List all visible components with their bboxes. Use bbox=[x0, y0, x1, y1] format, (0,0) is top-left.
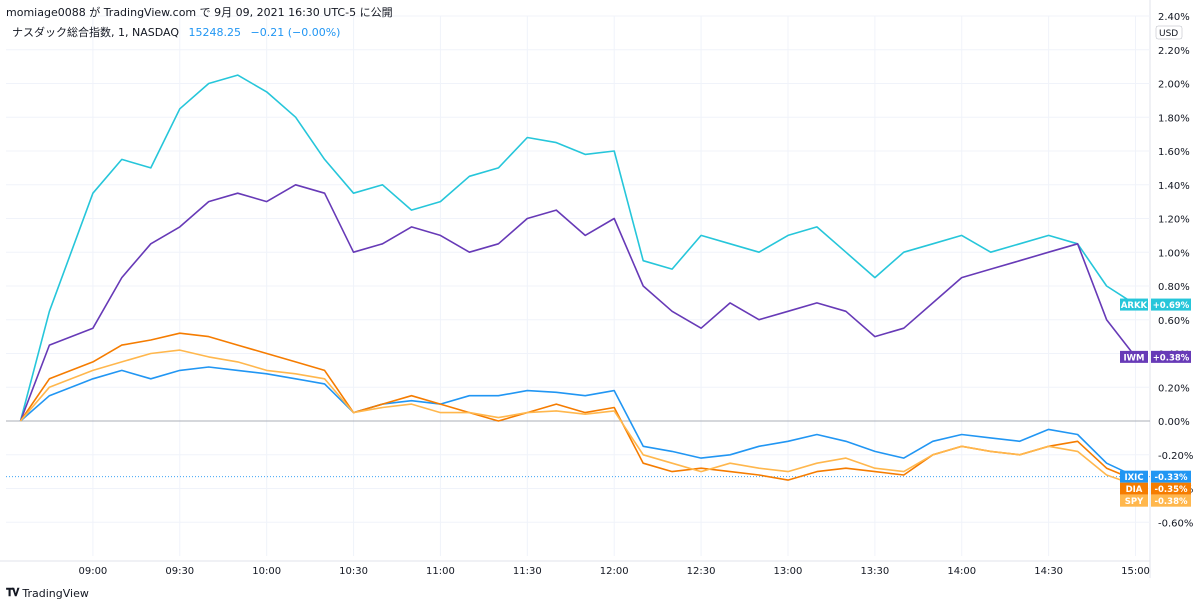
x-tick-label: 13:30 bbox=[860, 566, 889, 577]
end-label-name: SPY bbox=[1125, 497, 1144, 507]
x-tick-label: 11:30 bbox=[513, 566, 542, 577]
series-line-arkk bbox=[19, 74, 1136, 422]
y-tick-label: 0.20% bbox=[1158, 383, 1190, 394]
currency-label: USD bbox=[1159, 29, 1178, 39]
x-tick-label: 15:00 bbox=[1121, 566, 1150, 577]
grid bbox=[0, 0, 1151, 578]
y-tick-label: 2.00% bbox=[1158, 80, 1190, 91]
series-line-iwm bbox=[19, 184, 1137, 422]
publish-info: momiage0088 が TradingView.com で 9月 09, 2… bbox=[6, 6, 393, 19]
y-tick-label: 0.60% bbox=[1158, 316, 1190, 327]
end-label-value: -0.33% bbox=[1154, 473, 1187, 483]
series-lines[interactable] bbox=[19, 74, 1137, 486]
end-label-value-box bbox=[1151, 298, 1191, 311]
end-label-name: ARKK bbox=[1121, 301, 1148, 311]
series-end-labels: ARKK +0.69% IWM +0.38% IXIC -0.33% DIA -0.35% SP… bbox=[1120, 298, 1191, 507]
end-label-value: -0.35% bbox=[1154, 485, 1187, 495]
x-tick-label: 10:30 bbox=[339, 566, 368, 577]
y-tick-label: 1.00% bbox=[1158, 248, 1190, 259]
end-label-value: -0.38% bbox=[1154, 497, 1187, 507]
legend-value: 15248.25 bbox=[188, 26, 242, 39]
end-label-name: IXIC bbox=[1124, 473, 1143, 483]
end-label-value: +0.38% bbox=[1153, 353, 1190, 363]
currency-box bbox=[1155, 25, 1183, 40]
y-tick-label: 1.20% bbox=[1158, 215, 1190, 226]
x-tick-label: 09:00 bbox=[78, 566, 107, 577]
end-label-value-box bbox=[1151, 350, 1191, 363]
x-tick-label: 14:30 bbox=[1034, 566, 1063, 577]
main-symbol-legend[interactable]: ナスダック総合指数, 1, NASDAQ 15248.25 −0.21 (−0.… bbox=[12, 24, 340, 40]
y-tick-label: 2.20% bbox=[1158, 46, 1190, 57]
y-tick-label: -0.20% bbox=[1158, 451, 1193, 462]
end-label-name: IWM bbox=[1124, 353, 1145, 363]
end-label-value-box bbox=[1151, 494, 1191, 507]
y-tick-label: 1.40% bbox=[1158, 181, 1190, 192]
end-label-value-box bbox=[1151, 470, 1191, 483]
end-label-name-box bbox=[1120, 482, 1148, 495]
x-tick-label: 11:00 bbox=[426, 566, 455, 577]
footer-brand-label: TradingView bbox=[22, 586, 89, 600]
zero-line bbox=[6, 420, 1150, 478]
end-label-value-box bbox=[1151, 482, 1191, 495]
tradingview-logo-icon: 𝐓𝐕 bbox=[6, 586, 19, 599]
x-tick-label: 10:00 bbox=[252, 566, 281, 577]
y-tick-label: 2.40% bbox=[1158, 12, 1190, 23]
y-tick-label: 1.80% bbox=[1158, 113, 1190, 124]
x-tick-label: 14:00 bbox=[947, 566, 976, 577]
y-tick-label: -0.60% bbox=[1158, 518, 1193, 529]
end-label-name-box bbox=[1120, 298, 1148, 311]
legend-symbol: ナスダック総合指数, 1, NASDAQ bbox=[12, 26, 179, 39]
end-label-value: +0.69% bbox=[1153, 301, 1190, 311]
y-tick-label: 1.60% bbox=[1158, 147, 1190, 158]
y-tick-label: 0.80% bbox=[1158, 282, 1190, 293]
end-label-name: DIA bbox=[1126, 485, 1143, 495]
series-line-ixic bbox=[19, 366, 1136, 478]
legend-change: −0.21 (−0.00%) bbox=[250, 26, 341, 39]
end-label-name-box bbox=[1120, 350, 1148, 363]
x-tick-label: 13:00 bbox=[774, 566, 803, 577]
series-line-dia bbox=[19, 332, 1136, 481]
time-axis[interactable]: 09:00 09:30 10:00 10:30 11:00 11:30 12:00 12:30… bbox=[78, 566, 1149, 577]
footer-brand[interactable]: 𝐓𝐕 TradingView bbox=[6, 586, 89, 600]
series-line-spy bbox=[19, 349, 1136, 486]
x-tick-label: 09:30 bbox=[165, 566, 194, 577]
price-axis[interactable]: 2.40% 2.20% 2.00% 1.80% 1.60% 1.40% 1.20% 1.00%… bbox=[1155, 12, 1193, 529]
end-label-name-box bbox=[1120, 470, 1148, 483]
x-tick-label: 12:00 bbox=[600, 566, 629, 577]
end-label-name-box bbox=[1120, 494, 1148, 507]
y-tick-label: 0.00% bbox=[1158, 417, 1190, 428]
x-tick-label: 12:30 bbox=[687, 566, 716, 577]
